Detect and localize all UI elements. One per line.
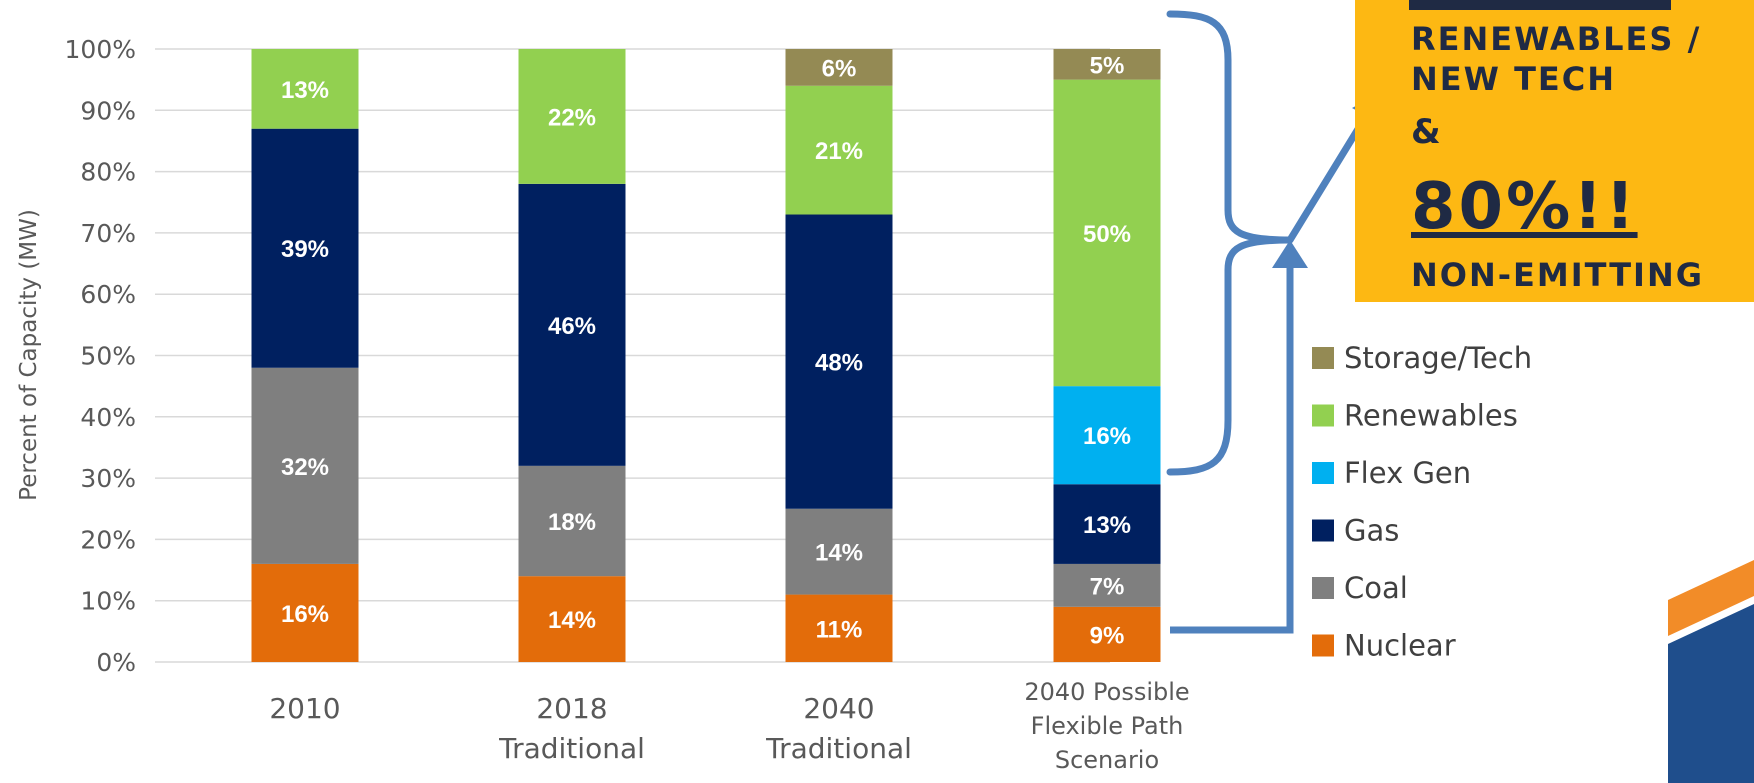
data-label: 14% — [815, 540, 863, 567]
y-axis-title: Percent of Capacity (MW) — [16, 209, 42, 501]
bar-segment-coal — [251, 367, 359, 564]
data-label: 11% — [816, 616, 863, 643]
data-label: 16% — [1083, 423, 1131, 450]
bar-segment-coal — [518, 465, 626, 577]
data-label: 46% — [548, 313, 596, 340]
y-tick-label: 70% — [80, 219, 136, 248]
bar-stack: 11% 14% 48% 21% 6% — [785, 49, 893, 662]
bracket-annotation — [1166, 10, 1378, 634]
legend-item: Coal — [1312, 571, 1408, 605]
callout-line-non-emitting: NON-EMITTING — [1411, 256, 1704, 294]
callout-top-rule — [1409, 0, 1671, 10]
legend-item: Storage/Tech — [1312, 341, 1532, 375]
y-tick-label: 100% — [65, 35, 136, 64]
bar-segment-renewables — [251, 49, 359, 129]
data-label: 16% — [281, 601, 329, 628]
bar-segment-nuclear — [518, 576, 626, 662]
data-label: 9% — [1090, 622, 1125, 649]
data-label: 48% — [815, 350, 863, 377]
y-tick-label: 40% — [80, 403, 136, 432]
bar-segment-renewables — [518, 49, 626, 184]
y-tick-label: 90% — [80, 96, 136, 125]
legend: Storage/Tech Renewables Flex Gen Gas Coal Nuc… — [1312, 341, 1532, 663]
data-label: 18% — [548, 509, 596, 536]
y-tick-label: 50% — [80, 342, 136, 371]
bar-segment-coal — [1053, 563, 1161, 607]
data-label: 5% — [1090, 52, 1125, 79]
y-tick-label: 20% — [80, 525, 136, 554]
data-label: 6% — [822, 55, 857, 82]
category-label: Traditional — [765, 732, 912, 765]
legend-swatch — [1312, 577, 1334, 599]
bar-segment-gas — [518, 183, 626, 466]
legend-label: Nuclear — [1344, 629, 1456, 663]
legend-swatch — [1312, 347, 1334, 369]
connector-line — [1170, 262, 1294, 634]
legend-label: Gas — [1344, 514, 1399, 548]
callout-line-ampersand: & — [1411, 112, 1441, 152]
curly-brace — [1166, 10, 1291, 476]
bar-segment-gas — [1053, 484, 1161, 564]
bar-segment-storage-tech — [785, 49, 893, 86]
callout-line-percent: 80%!! — [1411, 170, 1638, 244]
category-label: Flexible Path — [1031, 712, 1184, 740]
legend-item: Gas — [1312, 514, 1399, 548]
y-tick-label: 0% — [96, 648, 136, 677]
y-tick-label: 60% — [80, 280, 136, 309]
bar-segment-renewables — [1053, 79, 1161, 387]
category-label: 2040 — [803, 692, 874, 725]
y-axis-tick-labels: 0% 10% 20% 30% 40% 50% 60% 70% 80% 90% 100% — [65, 35, 136, 677]
callout-box: RENEWABLES / NEW TECH & 80%!! NON-EMITTI… — [1355, 0, 1754, 302]
callout-arrow-line — [1286, 112, 1370, 244]
legend-swatch — [1312, 404, 1334, 427]
legend-item: Renewables — [1312, 399, 1518, 433]
y-tick-label: 10% — [80, 587, 136, 616]
data-label: 39% — [281, 236, 329, 263]
bar-segment-storage-tech — [1053, 49, 1161, 80]
connector-arrowhead — [1272, 240, 1308, 268]
category-label: 2040 Possible — [1024, 678, 1189, 706]
callout-line-renewables: RENEWABLES / — [1411, 20, 1702, 58]
bar-stack: 9% 7% 13% 16% 50% 5% — [1053, 49, 1161, 662]
data-label: 14% — [548, 607, 596, 634]
data-label: 50% — [1083, 221, 1131, 248]
data-label: 21% — [815, 138, 863, 165]
bar-segment-nuclear — [251, 563, 359, 662]
callout-line-new-tech: NEW TECH — [1411, 60, 1617, 98]
bar-stacks: 16% 32% 39% 13% 14% 18% 46% 22% 11% 14% 48% 21% 6% 9%… — [251, 49, 1161, 662]
legend-item: Nuclear — [1312, 629, 1456, 663]
corner-logo-shape — [1668, 560, 1754, 783]
bar-segment-nuclear — [785, 594, 893, 662]
data-label: 22% — [548, 104, 596, 131]
bar-segment-coal — [785, 508, 893, 595]
bar-segment-renewables — [785, 85, 893, 215]
data-label: 13% — [1083, 512, 1131, 539]
category-label: 2018 — [536, 692, 607, 725]
legend-item: Flex Gen — [1312, 456, 1471, 490]
legend-label: Storage/Tech — [1344, 341, 1532, 375]
legend-label: Renewables — [1344, 399, 1518, 433]
y-tick-label: 30% — [80, 464, 136, 493]
legend-swatch — [1312, 462, 1334, 484]
legend-swatch — [1312, 519, 1334, 542]
category-label: Scenario — [1055, 746, 1159, 774]
data-label: 13% — [281, 77, 329, 104]
bar-segment-gas — [251, 128, 359, 368]
bar-stack: 14% 18% 46% 22% — [518, 49, 626, 662]
data-label: 32% — [281, 454, 329, 481]
data-label: 7% — [1090, 573, 1125, 600]
legend-label: Flex Gen — [1344, 456, 1471, 490]
legend-swatch — [1312, 634, 1334, 657]
category-label: Traditional — [498, 732, 645, 765]
bar-segment-gas — [785, 214, 893, 509]
bar-segment-flex-gen — [1053, 386, 1161, 485]
y-tick-label: 80% — [80, 158, 136, 187]
bar-segment-nuclear — [1053, 606, 1161, 662]
x-axis-category-labels: 2010 2018 Traditional 2040 Traditional 2040 P… — [269, 678, 1189, 774]
legend-label: Coal — [1344, 571, 1408, 605]
category-label: 2010 — [269, 692, 340, 725]
bar-stack: 16% 32% 39% 13% — [251, 49, 359, 662]
